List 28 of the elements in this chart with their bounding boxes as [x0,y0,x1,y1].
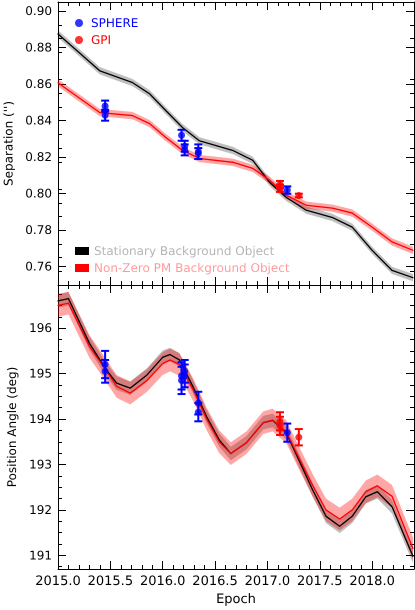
y-tick-label: 193 [29,457,52,472]
y-axis-title: Position Angle (deg) [5,366,20,488]
y-tick-label: 195 [29,366,52,381]
y-tick-label: 192 [29,502,52,517]
x-axis-title: Epoch [216,592,256,607]
y-tick-label: 0.82 [25,150,52,164]
x-tick-label: 2016.5 [192,574,238,589]
x-tick-label: 2017.5 [297,574,343,589]
y-tick-label: 0.76 [25,260,52,274]
y-tick-label: 194 [29,412,52,426]
y-tick-label: 0.90 [25,4,52,18]
y-tick-label: 0.84 [25,114,52,128]
x-tick-label: 2017.0 [244,574,290,589]
legend-label: GPI [91,33,112,47]
x-tick-label: 2015.5 [88,574,134,589]
y-tick-label: 0.86 [25,77,52,92]
y-tick-label: 0.80 [25,186,52,201]
legend-label: SPHERE [91,16,138,30]
x-tick-label: 2018.0 [349,574,395,589]
y-tick-label: 196 [29,321,52,336]
legend-label: Non-Zero PM Background Object [94,261,290,275]
y-axis-title: Separation ('') [1,100,16,186]
legend-label: Stationary Background Object [94,244,275,258]
x-tick-label: 2016.0 [140,574,186,589]
y-tick-label: 0.78 [25,223,52,238]
x-tick-label: 2015.0 [35,574,81,589]
y-tick-label: 191 [29,548,52,562]
y-tick-label: 0.88 [25,40,52,55]
